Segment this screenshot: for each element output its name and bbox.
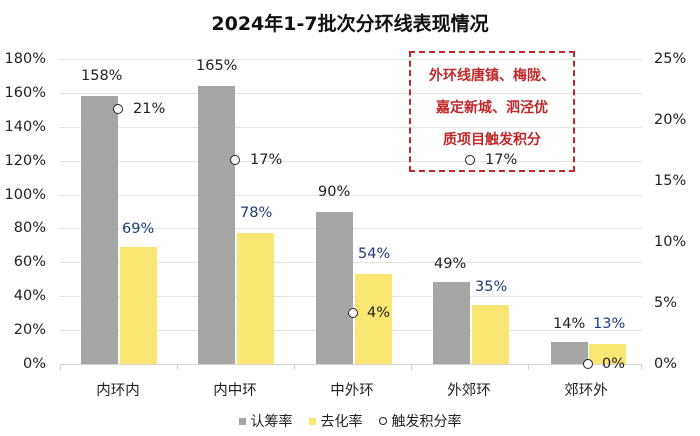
x-tick [528,364,529,370]
marker-label: 21% [133,101,166,117]
marker-label: 4% [367,305,391,321]
x-tick [641,364,642,370]
bar-label: 54% [358,246,391,262]
right-axis-label: 10% [654,234,687,250]
bar-rengchou-zhongwaihuan [316,212,353,364]
left-axis-label: 120% [4,153,46,169]
trigger-rate-marker [230,155,240,165]
bar-rengchou-waijiaohuan [433,282,470,364]
x-tick [411,364,412,370]
bar-label: 158% [81,68,123,84]
bar-label: 13% [593,316,626,332]
bar-rengchou-neihuannei [81,96,118,364]
bar-label: 165% [196,58,238,74]
bar-label: 35% [475,279,508,295]
marker-label: 0% [602,356,626,372]
legend-item-quhua[interactable]: 去化率 [308,411,363,431]
yellow-square-icon [308,417,316,425]
legend-label: 认筹率 [250,414,293,430]
gridline [60,127,642,128]
bar-rengchou-jiaohuanwai [551,342,588,364]
gridline [60,161,642,162]
legend: 认筹率 去化率 触发积分率 [0,411,700,431]
chart-title: 2024年1-7批次分环线表现情况 [211,13,489,35]
x-axis-label: 郊环外 [564,383,608,399]
gridline [60,59,642,60]
right-axis-label: 5% [654,295,678,311]
bar-label: 49% [434,256,467,272]
annotation-line: 外环线唐镇、梅陇、 [429,68,555,84]
legend-item-trigger-rate[interactable]: 触发积分率 [378,411,462,431]
left-axis-label: 0% [22,356,46,372]
right-axis-label: 20% [654,112,687,128]
bar-label: 69% [122,221,155,237]
gray-square-icon [238,417,246,425]
x-axis-label: 外郊环 [447,383,491,399]
x-axis-line [60,364,642,365]
bar-label: 90% [318,184,351,200]
left-axis-label: 100% [4,187,46,203]
right-axis-label: 25% [654,51,687,67]
bar-label: 14% [553,316,586,332]
left-axis-label: 160% [4,85,46,101]
trigger-rate-marker [583,359,593,369]
bar-rengchou-neizhonghuan [198,86,235,364]
annotation-line: 嘉定新城、泗泾优 [436,100,548,116]
left-axis-label: 180% [4,51,46,67]
trigger-rate-marker [465,155,475,165]
annotation-box [409,51,575,172]
x-tick [294,364,295,370]
annotation-line: 质项目触发积分 [443,132,541,148]
left-axis-label: 40% [13,288,46,304]
x-tick [60,364,61,370]
gridline [60,93,642,94]
trigger-rate-marker [348,308,358,318]
bar-quhua-zhongwaihuan [355,274,392,364]
left-axis-label: 80% [13,220,46,236]
trigger-rate-marker [113,104,123,114]
marker-label: 17% [250,152,283,168]
left-axis-label: 20% [13,322,46,338]
right-axis-label: 15% [654,173,687,189]
annotation-text: 外环线唐镇、梅陇、 嘉定新城、泗泾优 质项目触发积分 [411,60,573,156]
legend-label: 触发积分率 [391,414,462,430]
bar-label: 78% [240,205,273,221]
x-axis-label: 内中环 [213,383,257,399]
legend-label: 去化率 [320,414,363,430]
legend-item-rengchou[interactable]: 认筹率 [238,411,293,431]
bar-quhua-waijiaohuan [472,305,509,364]
bar-quhua-neihuannei [120,247,157,364]
left-axis-label: 140% [4,119,46,135]
gridline [60,195,642,196]
circle-marker-icon [378,417,387,425]
bar-quhua-jiaohuanwai [589,344,626,364]
right-axis-label: 0% [654,356,678,372]
marker-label: 17% [485,152,518,168]
x-tick [177,364,178,370]
x-axis-label: 内环内 [96,383,140,399]
left-axis-label: 60% [13,254,46,270]
bar-quhua-neizhonghuan [237,233,274,364]
x-axis-label: 中外环 [330,383,374,399]
